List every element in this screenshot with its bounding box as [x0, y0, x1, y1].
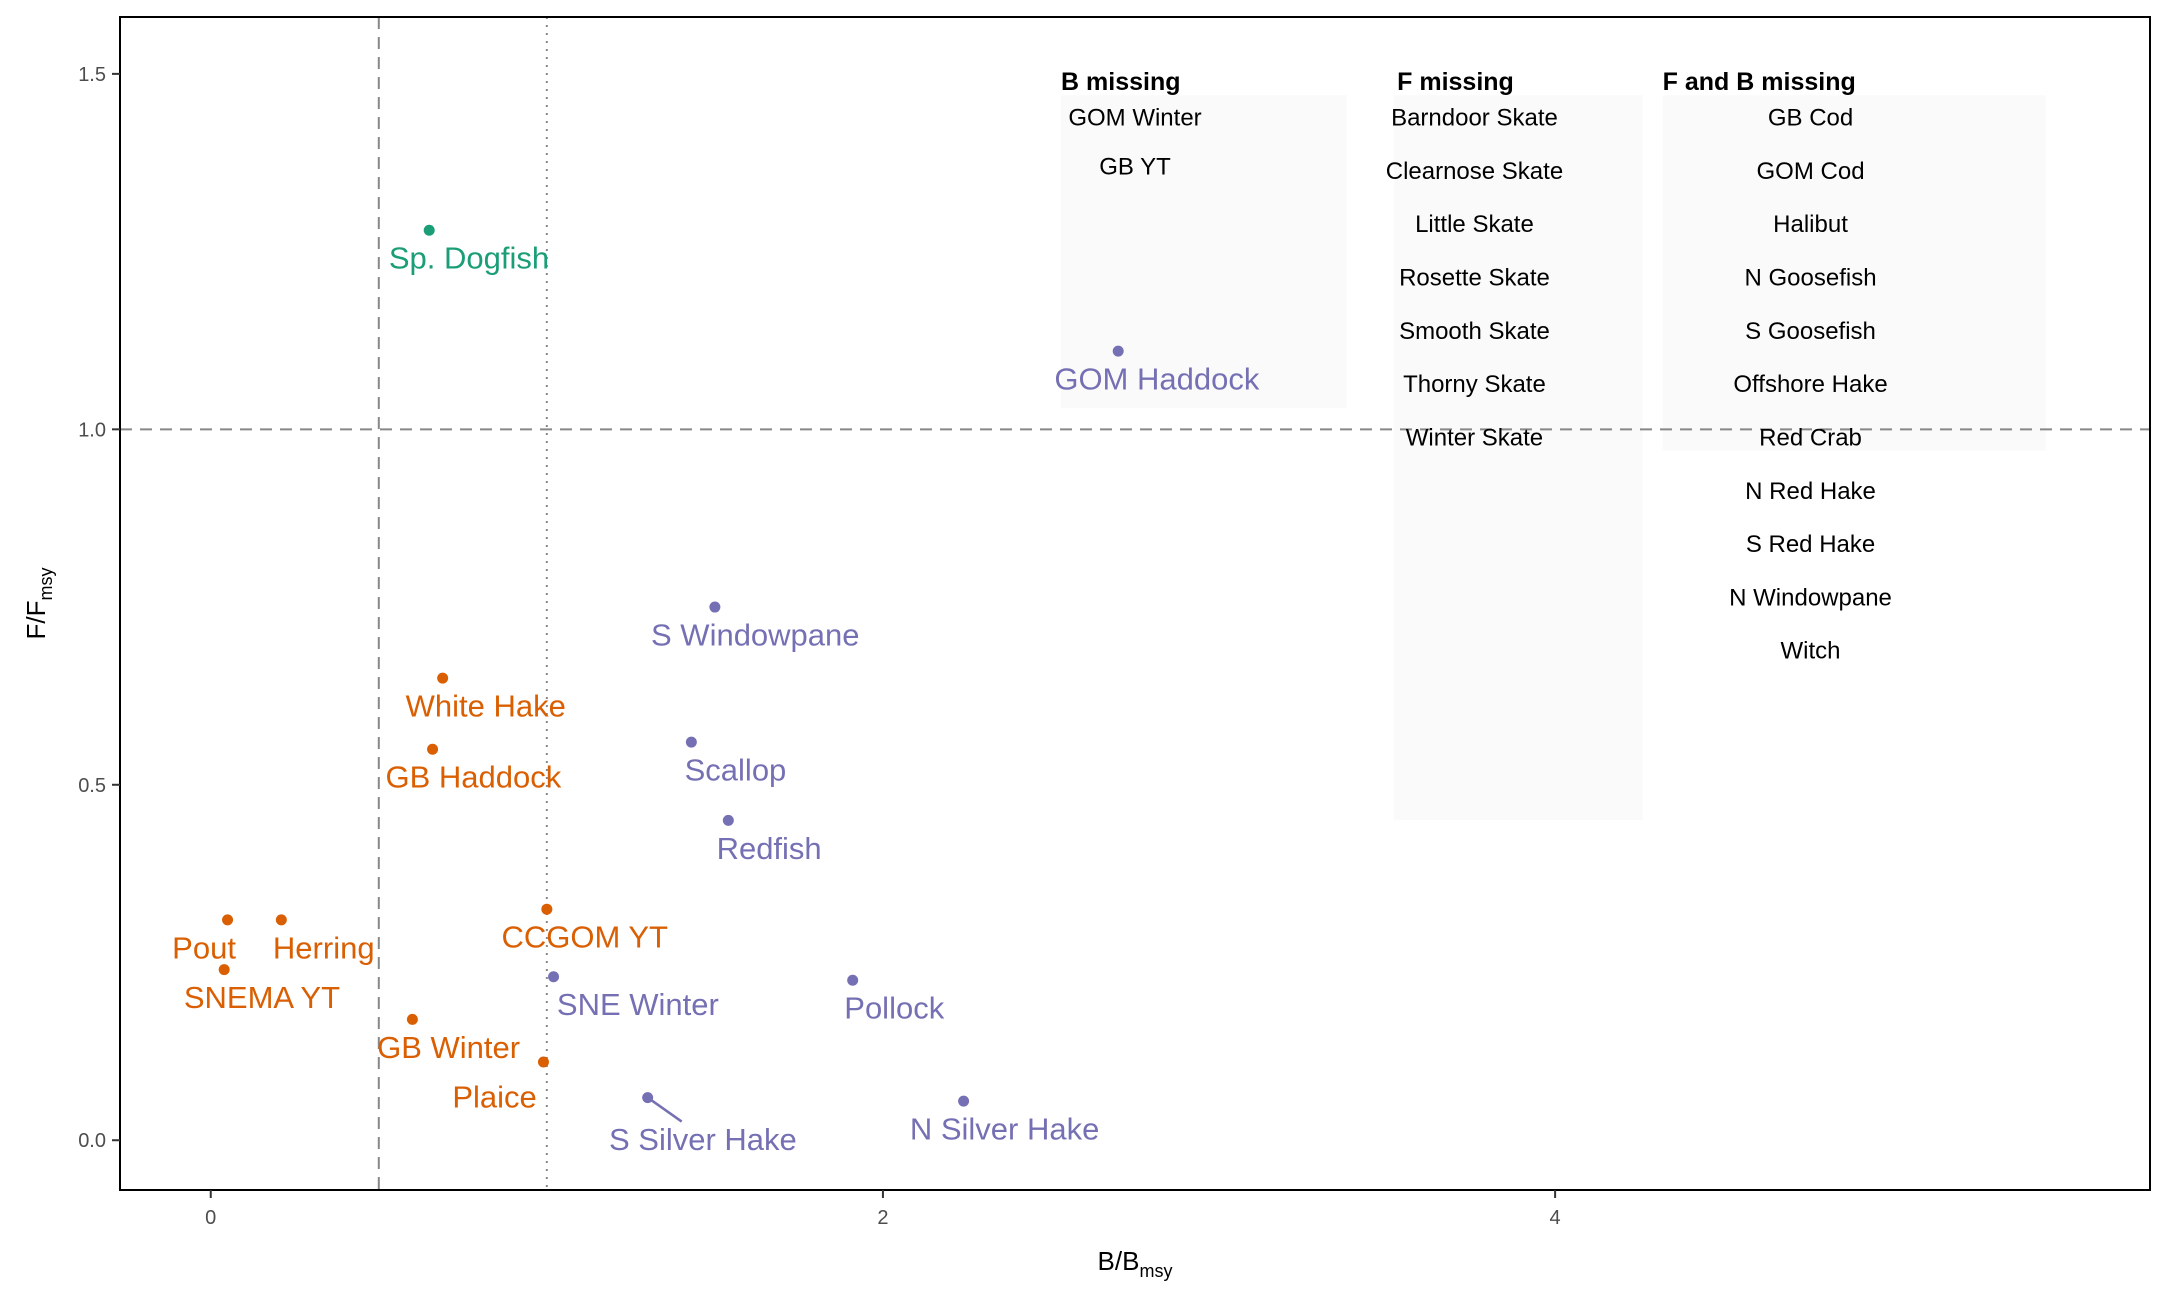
point-label: GB Winter — [377, 1030, 520, 1065]
point-label: N Silver Hake — [910, 1112, 1100, 1147]
table-item: S Red Hake — [1746, 531, 1875, 558]
x-axis-title: B/Bmsy — [1098, 1246, 1173, 1281]
table-item: Barndoor Skate — [1391, 105, 1558, 132]
point-label: CCGOM YT — [501, 920, 668, 955]
table-header: F and B missing — [1663, 68, 1856, 96]
point-label: GOM Haddock — [1054, 362, 1260, 397]
data-point — [423, 224, 435, 236]
data-points — [218, 224, 1124, 1123]
data-point — [222, 914, 234, 926]
point-label: Herring — [273, 930, 375, 965]
table-item: GB Cod — [1768, 105, 1853, 132]
point-label: Pout — [172, 930, 236, 965]
table-header: F missing — [1397, 68, 1514, 96]
table-background — [1393, 95, 1643, 821]
table-item: Smooth Skate — [1399, 318, 1550, 345]
x-tick-label: 4 — [1550, 1207, 1561, 1229]
data-point — [218, 964, 230, 976]
y-tick-label: 1.0 — [78, 419, 106, 441]
data-point — [541, 903, 553, 915]
data-point — [709, 601, 721, 613]
x-tick-label: 2 — [877, 1207, 888, 1229]
y-tick-label: 1.5 — [78, 64, 106, 86]
y-axis-title-main: F/F — [21, 601, 51, 640]
table-item: Thorny Skate — [1403, 371, 1546, 398]
y-tick-label: 0.5 — [78, 775, 106, 797]
table-item: Clearnose Skate — [1386, 158, 1563, 185]
point-label: Pollock — [844, 991, 944, 1026]
point-label: SNEMA YT — [184, 980, 340, 1015]
data-point — [1112, 345, 1124, 357]
table-item: GOM Cod — [1757, 158, 1865, 185]
y-tick-label: 0.0 — [78, 1130, 106, 1152]
table-item: S Goosefish — [1745, 318, 1876, 345]
x-axis-title-main: B/B — [1098, 1246, 1140, 1276]
point-label: Redfish — [717, 831, 822, 866]
point-label: White Hake — [406, 689, 566, 724]
table-item: Witch — [1781, 638, 1841, 665]
table-header: B missing — [1061, 68, 1180, 96]
x-axis-title-sub: msy — [1139, 1261, 1172, 1281]
table-item: GOM Winter — [1068, 105, 1201, 132]
plot-panel-border — [119, 16, 2151, 1191]
data-point — [548, 971, 560, 983]
table-item: N Goosefish — [1745, 264, 1877, 291]
y-axis-title: F/Fmsy — [21, 568, 56, 640]
table-item: Offshore Hake — [1733, 371, 1887, 398]
x-tick-label: 0 — [205, 1207, 216, 1229]
table-item: Red Crab — [1759, 424, 1862, 451]
point-label: Plaice — [452, 1080, 536, 1115]
point-label: SNE Winter — [557, 987, 719, 1022]
data-point — [537, 1056, 549, 1068]
data-point — [437, 672, 449, 684]
table-item: Halibut — [1773, 211, 1848, 238]
table-item: Little Skate — [1415, 211, 1534, 238]
data-point — [847, 974, 859, 986]
data-point — [427, 743, 439, 755]
data-point — [642, 1092, 654, 1104]
point-labels: Sp. Dogfish GOM Haddock S Windowpane White … — [172, 241, 1260, 1158]
data-point — [958, 1095, 970, 1107]
table-item: N Windowpane — [1729, 584, 1892, 611]
table-item: Winter Skate — [1406, 424, 1543, 451]
table-background — [1061, 95, 1347, 408]
reference-lines — [120, 17, 2150, 1190]
table-backgrounds — [1061, 95, 2046, 821]
point-label: Scallop — [685, 753, 787, 788]
table-background — [1662, 95, 2046, 451]
missing-data-tables: B missing GOM Winter GB YT F missing Barndoo… — [1061, 68, 1892, 665]
point-label: S Silver Hake — [609, 1122, 797, 1157]
data-point — [685, 736, 697, 748]
point-label: S Windowpane — [651, 617, 860, 652]
axes: 0 2 4 0.0 0.5 1.0 1.5 — [78, 64, 1560, 1229]
table-item: N Red Hake — [1745, 478, 1876, 505]
table-item: Rosette Skate — [1399, 264, 1550, 291]
y-axis-title-sub: msy — [36, 568, 56, 601]
data-point — [722, 814, 734, 826]
table-item: GB YT — [1099, 154, 1171, 181]
label-connector — [646, 1096, 683, 1123]
point-label: Sp. Dogfish — [389, 241, 549, 276]
data-point — [406, 1013, 418, 1025]
data-point — [275, 914, 287, 926]
point-label: GB Haddock — [386, 760, 562, 795]
